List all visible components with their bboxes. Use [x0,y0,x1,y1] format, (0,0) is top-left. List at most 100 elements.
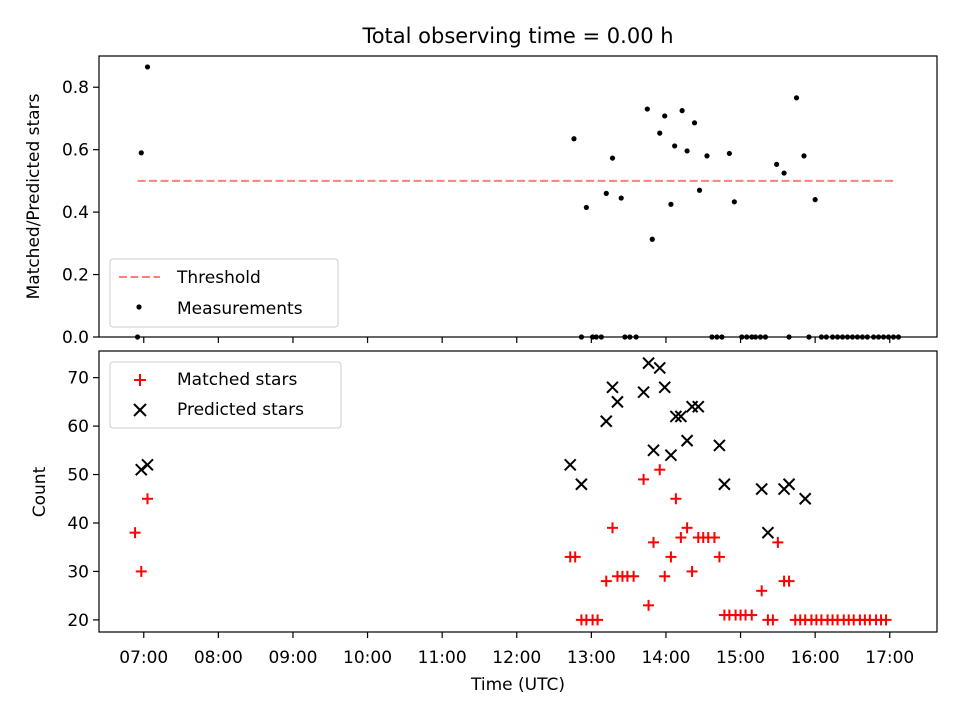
predicted-star-point [564,458,577,472]
predicted-star-point [664,448,678,462]
matched-star-point [141,493,153,505]
predicted-star-point [606,381,619,394]
x-stroke-b [664,448,678,462]
matched-star-point [746,609,758,621]
ratio-panel: Matched/Predicted stars 0.00.20.40.60.8 … [24,55,938,348]
bottom-xtick-label: 14:00 [641,648,690,668]
predicted-star-point [761,526,775,539]
x-stroke-b [606,381,619,394]
measurement-point [696,187,703,193]
measurement-point [144,64,151,70]
bottom-xtick-label: 12:00 [492,648,541,668]
predicted-star-point [782,478,796,491]
predicted-star-point [600,415,613,428]
matched-star-point [665,551,677,563]
x-stroke-b [782,478,796,491]
matched-star-point [606,522,618,534]
matched-star-point [783,575,795,587]
bottom-ytick-label: 70 [67,369,89,389]
matched-star-point [713,551,725,563]
predicted-star-point [755,482,768,496]
x-stroke-b [564,458,577,472]
bottom-legend-box [109,361,342,429]
top-ytick-label: 0.2 [62,266,89,286]
x-stroke-b [692,400,705,413]
predicted-star-point [611,395,624,409]
measurement-point [649,236,655,242]
measurement-point [668,201,674,207]
x-stroke-b [575,478,588,491]
x-stroke-b [642,356,655,370]
matched-star-point [659,570,671,582]
bottom-y-ticks: 20 30 40 50 60 70 [67,369,99,631]
x-stroke-b [611,395,624,409]
matched-star-point [569,551,581,563]
measurement-point [726,150,732,157]
bottom-xtick-label: 17:00 [865,648,914,668]
top-ytick-label: 0.6 [62,141,89,161]
x-stroke-b [658,381,671,394]
legend-measurements-label: Measurements [177,299,303,319]
matched-star-point [708,532,720,544]
x-stroke-b [669,410,683,423]
legend-threshold-label: Threshold [176,268,261,288]
count-points [129,356,892,626]
measurement-point [774,161,780,167]
bottom-x-ticks: 07:00 08:00 09:00 10:00 11:00 12:00 13:00 14:00… [119,632,914,668]
measurement-point [691,120,698,126]
top-y-axis-label: Matched/Predicted stars [24,93,44,299]
bottom-plot-frame [98,350,938,633]
matched-star-point [638,473,650,485]
x-stroke-b [647,444,660,457]
predicted-star-point [713,439,726,452]
predicted-star-point [647,444,660,457]
predicted-star-point [692,400,705,413]
legend-matched-label: Matched stars [177,370,297,390]
predicted-star-point [669,410,683,423]
chart-title: Total observing time = 0.00 h [361,24,673,48]
measurement-point [609,155,616,161]
matched-star-point [756,585,768,597]
matched-star-point [681,522,693,534]
predicted-star-point [575,478,588,491]
measurement-point [583,204,589,211]
measurement-point [662,113,668,119]
bottom-xtick-label: 15:00 [716,648,765,668]
bottom-xtick-label: 07:00 [119,648,168,668]
matched-star-point [880,614,892,626]
measurement-point [781,170,787,176]
predicted-star-point [658,381,671,394]
predicted-star-point [653,361,666,375]
bottom-ytick-label: 60 [67,417,89,437]
x-stroke-b [718,478,731,491]
predicted-star-point [674,410,688,423]
bottom-xtick-label: 16:00 [791,648,840,668]
matched-star-point [643,599,655,611]
top-y-ticks: 0.0 0.2 0.4 0.6 0.8 [62,78,99,348]
top-ytick-label: 0.0 [62,328,89,348]
matched-star-point [767,614,779,626]
x-stroke-b [680,434,694,447]
x-stroke-b [653,361,666,375]
predicted-star-point [642,356,655,370]
measurement-point [603,190,609,196]
matched-star-point [129,527,141,539]
top-plot-frame [98,55,938,338]
x-stroke-b [799,492,812,505]
measurement-point [801,153,807,159]
legend-matched-swatch [134,374,146,386]
matched-star-point [772,536,784,548]
matched-star-point [675,532,687,544]
bottom-xtick-label: 10:00 [343,648,392,668]
predicted-star-point [799,492,812,505]
x-stroke-b [141,458,154,472]
bottom-ytick-label: 50 [67,466,89,486]
predicted-star-point [680,434,694,447]
legend-predicted-swatch [133,403,147,417]
legend-predicted-label: Predicted stars [177,400,304,420]
x-axis-label: Time (UTC) [470,675,565,695]
predicted-star-point [141,458,154,472]
measurement-point [657,130,663,136]
predicted-star-point [718,478,731,491]
